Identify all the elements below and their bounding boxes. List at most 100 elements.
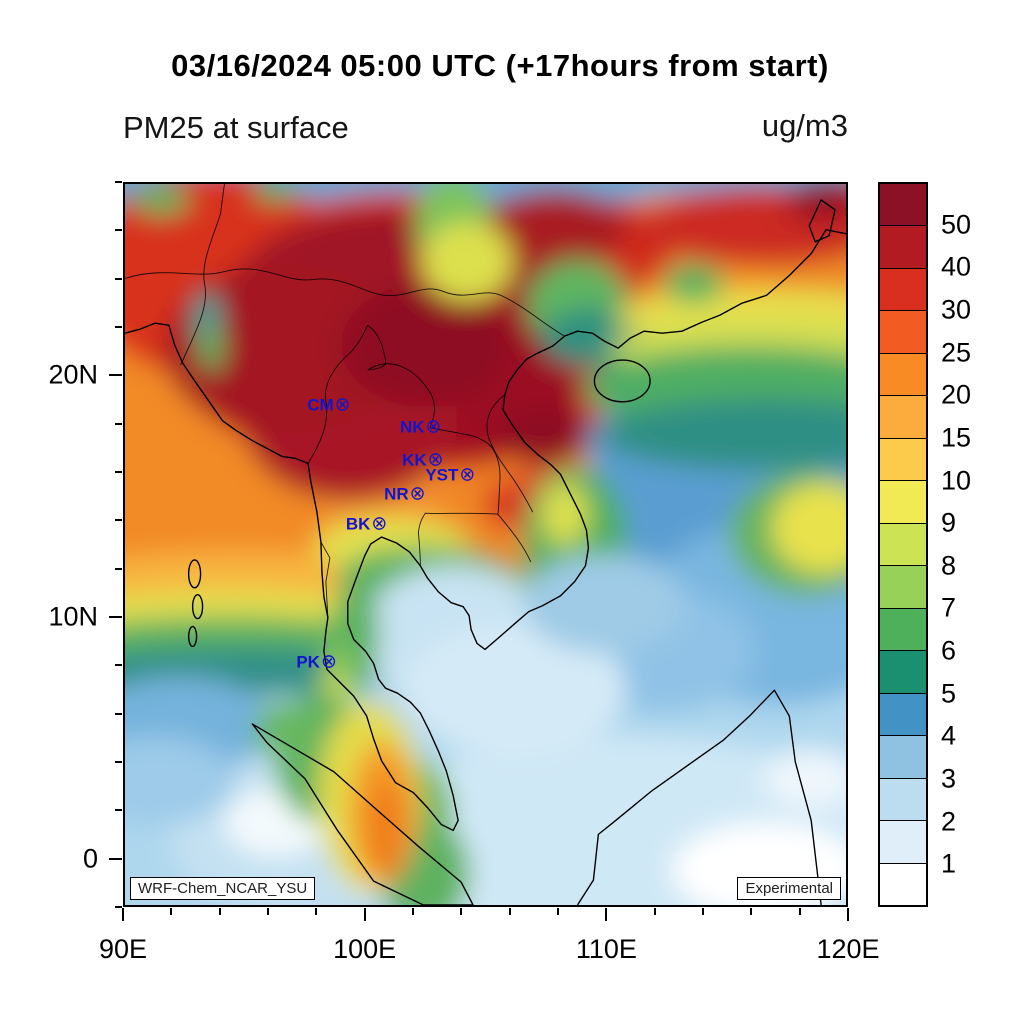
minor-tick: [115, 422, 122, 425]
colorbar-segment: [880, 863, 926, 905]
minor-tick: [115, 326, 122, 328]
x-tick-label: 110E: [575, 934, 637, 964]
major-tick: [363, 908, 366, 921]
x-tick-label: 100E: [333, 934, 397, 964]
minor-tick: [315, 908, 318, 915]
minor-tick: [115, 519, 122, 522]
station-marker-pk: PK⊗: [296, 653, 337, 672]
station-location-icon: ⊗: [320, 651, 337, 673]
units-label: ug/m3: [761, 108, 848, 143]
y-tick-label: 10N: [48, 601, 98, 632]
colorbar-segment: [880, 353, 926, 397]
colorbar-segment: [880, 268, 926, 312]
colorbar-level-label: 50: [941, 209, 972, 240]
colorbar-level-label: 8: [941, 550, 957, 581]
minor-tick: [115, 471, 122, 473]
colorbar-segment: [880, 184, 926, 227]
colorbar: [878, 182, 928, 907]
contour-fill-art: [125, 184, 846, 905]
colorbar-segment: [880, 311, 926, 354]
station-marker-bk: BK⊗: [346, 515, 387, 534]
station-marker-yst: YST⊗: [425, 466, 475, 485]
colorbar-level-label: 10: [941, 465, 972, 496]
major-tick: [605, 908, 608, 921]
model-label-box: WRF-Chem_NCAR_YSU: [130, 877, 316, 900]
country-border-art: [125, 184, 565, 618]
y-tick-label: 0: [82, 843, 98, 874]
major-tick: [122, 908, 124, 921]
colorbar-segment: [880, 608, 926, 652]
minor-tick: [267, 908, 269, 915]
minor-tick: [653, 908, 656, 915]
colorbar-segment: [880, 566, 926, 609]
colorbar-level-label: 7: [941, 592, 957, 623]
colorbar-segment: [880, 523, 926, 567]
colorbar-level-label: 6: [941, 635, 957, 666]
minor-tick: [115, 277, 122, 280]
colorbar-level-label: 30: [941, 294, 972, 325]
y-tick-label: 20N: [48, 359, 98, 390]
y-axis-ticks: [109, 181, 122, 908]
station-location-icon: ⊗: [459, 464, 476, 486]
station-location-icon: ⊗: [427, 449, 444, 471]
minor-tick: [170, 908, 173, 915]
colorbar-level-label: 15: [941, 422, 972, 453]
pm25-contour-field: [125, 184, 846, 905]
minor-tick: [115, 761, 122, 763]
x-tick-label: 120E: [816, 934, 880, 964]
y-axis-labels: 20N 10N 0: [0, 182, 108, 907]
station-label: KK: [402, 450, 427, 470]
colorbar-level-label: 9: [941, 507, 957, 538]
major-tick: [109, 616, 122, 618]
colorbar-segment: [880, 396, 926, 439]
station-marker-nk: NK⊗: [400, 417, 441, 436]
station-label: PK: [296, 652, 320, 672]
minor-tick: [115, 229, 122, 232]
major-tick: [109, 857, 122, 860]
x-axis-ticks: [122, 908, 849, 921]
minor-tick: [702, 908, 704, 915]
colorbar-segment: [880, 736, 926, 779]
minor-tick: [412, 908, 414, 915]
station-marker-cm: CM⊗: [307, 395, 350, 414]
colorbar-level-label: 40: [941, 251, 972, 282]
station-location-icon: ⊗: [425, 416, 442, 438]
colorbar-level-label: 4: [941, 720, 957, 751]
station-label: NR: [384, 484, 409, 504]
minor-tick: [115, 664, 122, 667]
colorbar-segment: [880, 481, 926, 524]
minor-tick: [218, 908, 221, 915]
minor-tick: [460, 908, 463, 915]
colorbar-segment: [880, 226, 926, 269]
colorbar-level-label: 20: [941, 379, 972, 410]
map-canvas: CM⊗ NK⊗ KK⊗ YST⊗ NR⊗ BK⊗ PK⊗ WRF-Chem_NCAR_YSU…: [123, 182, 848, 907]
colorbar-level-label: 5: [941, 678, 957, 709]
minor-tick: [115, 712, 122, 715]
coastline-art: [125, 199, 846, 905]
minor-tick: [115, 567, 122, 570]
station-location-icon: ⊗: [371, 513, 388, 535]
colorbar-level-label: 2: [941, 806, 957, 837]
minor-tick: [557, 908, 559, 915]
station-label: BK: [345, 514, 371, 534]
colorbar-segment: [880, 693, 926, 737]
field-label: PM25 at surface: [123, 110, 349, 145]
minor-tick: [115, 181, 122, 183]
station-location-icon: ⊗: [409, 483, 426, 505]
minor-tick: [508, 908, 511, 915]
colorbar-level-label: 1: [941, 848, 957, 879]
colorbar-level-label: 25: [941, 337, 972, 368]
station-label: YST: [425, 465, 459, 485]
minor-tick: [115, 906, 122, 908]
minor-tick: [115, 809, 122, 812]
station-label: NK: [399, 417, 425, 437]
experimental-label-box: Experimental: [737, 877, 841, 900]
major-tick: [847, 908, 849, 921]
colorbar-level-label: 3: [941, 763, 957, 794]
minor-tick: [798, 908, 801, 915]
x-tick-label: 90E: [98, 934, 148, 964]
colorbar-segment: [880, 821, 926, 864]
station-label: CM: [307, 395, 334, 415]
plot-title: 03/16/2024 05:00 UTC (+17hours from star…: [171, 48, 829, 83]
colorbar-labels: 50 40 30 25 20 15 10 9 8 7 6 5 4 3 2 1: [941, 182, 1011, 907]
